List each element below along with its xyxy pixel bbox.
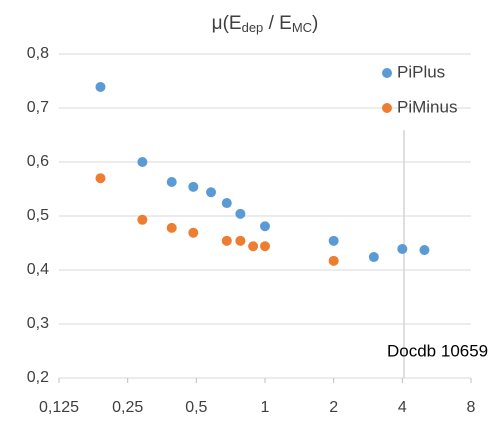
point: [221, 198, 232, 209]
y-tick-label: 0,7: [27, 99, 49, 116]
legend-marker: [382, 68, 392, 78]
legend-label: PiPlus: [397, 62, 445, 81]
point: [137, 214, 148, 225]
point: [206, 187, 217, 198]
point: [221, 235, 232, 246]
chart-title: μ(Edep / EMC): [212, 13, 319, 35]
point: [235, 235, 246, 246]
y-tick-label: 0,6: [27, 153, 49, 170]
x-tick-label: 0,125: [39, 399, 79, 416]
point: [166, 176, 177, 187]
x-tick-label: 1: [261, 399, 270, 416]
y-tick-label: 0,4: [27, 261, 49, 278]
x-tick-label: 2: [329, 399, 338, 416]
x-tick-label: 8: [467, 399, 476, 416]
x-tick-label: 0,25: [112, 399, 143, 416]
point: [260, 241, 270, 252]
point: [166, 222, 177, 233]
y-tick-label: 0,5: [27, 207, 49, 224]
x-tick-label: 4: [398, 399, 407, 416]
y-tick-label: 0,3: [27, 315, 49, 332]
y-tick-label: 0,2: [27, 369, 49, 386]
point: [419, 245, 430, 256]
point: [328, 255, 339, 266]
point: [235, 208, 246, 219]
point: [368, 252, 379, 263]
legend-marker: [382, 103, 392, 113]
point: [328, 235, 339, 246]
point: [397, 243, 408, 254]
y-tick-label: 0,8: [27, 45, 49, 62]
point: [95, 173, 106, 184]
point: [248, 241, 259, 252]
point: [260, 221, 270, 232]
x-tick-label: 0,5: [185, 399, 207, 416]
point: [188, 181, 199, 192]
point: [137, 157, 148, 167]
point: [188, 227, 199, 238]
point: [95, 81, 106, 92]
annotation: Docdb 10659: [387, 341, 488, 360]
legend-label: PiMinus: [397, 97, 457, 116]
